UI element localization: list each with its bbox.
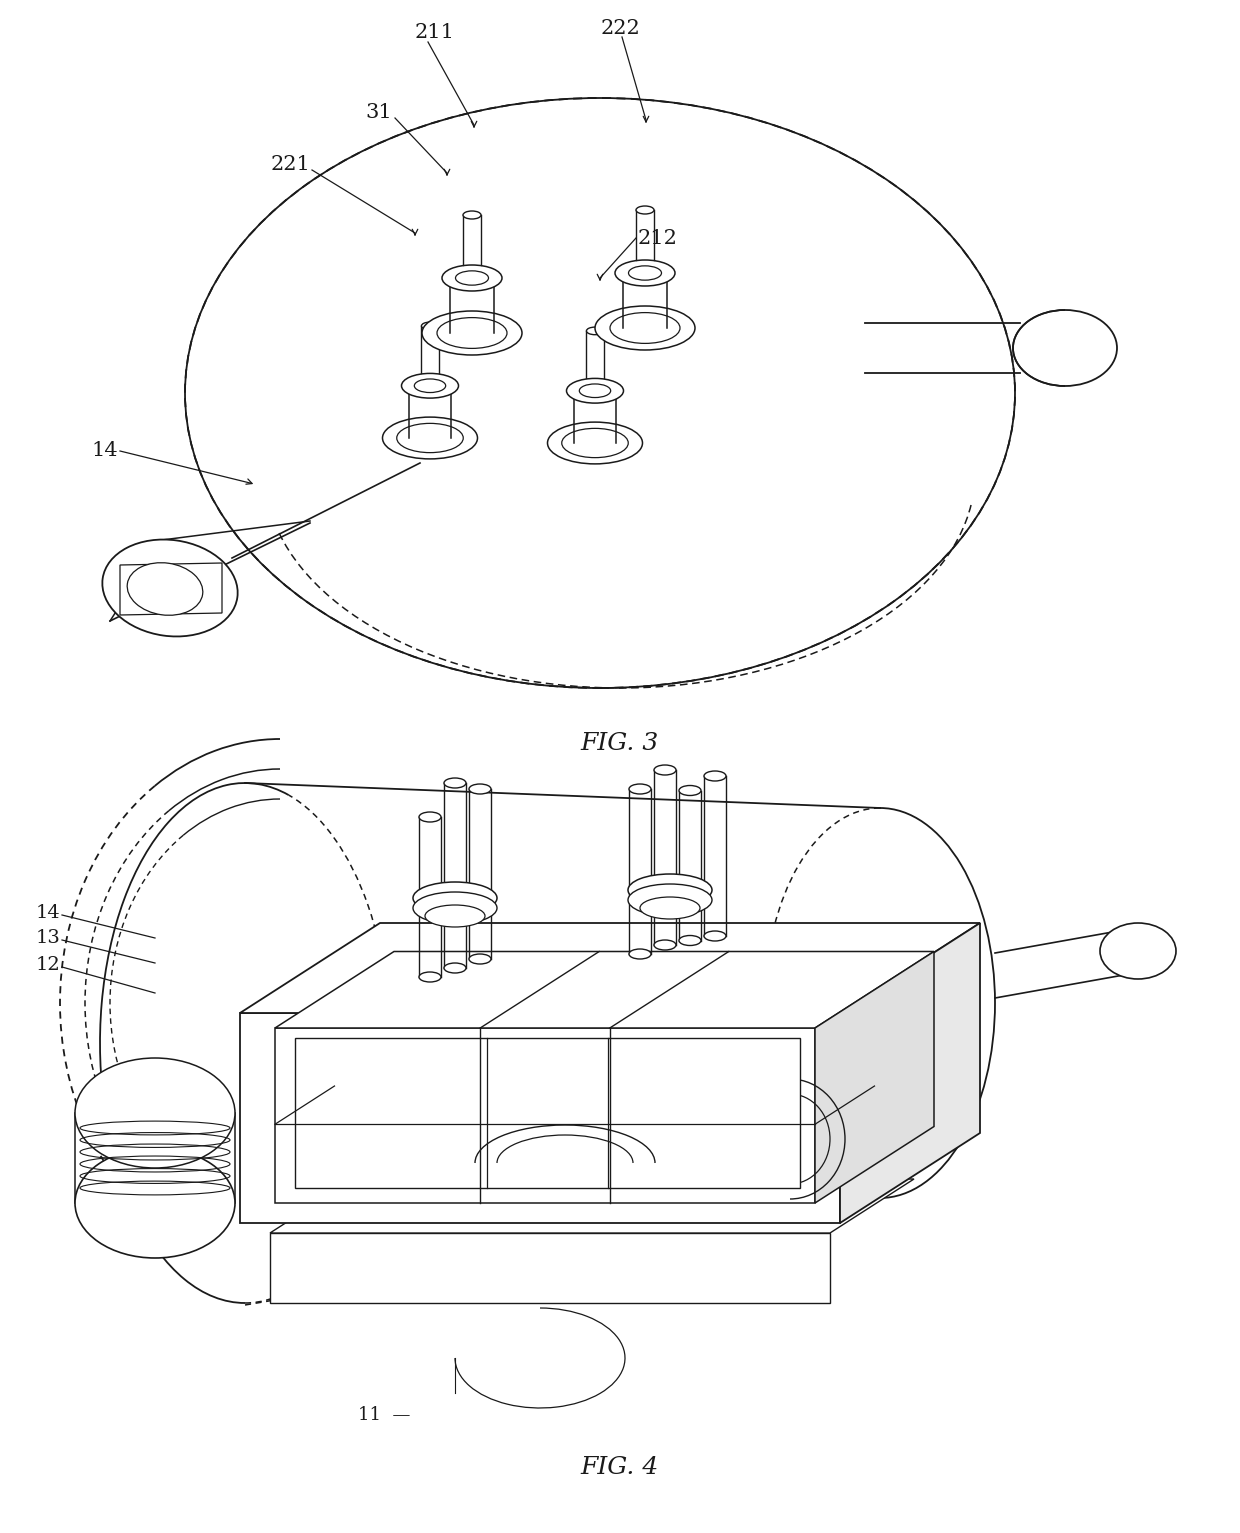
Ellipse shape	[548, 422, 642, 464]
Text: 212: 212	[639, 228, 678, 247]
Ellipse shape	[579, 383, 610, 397]
Polygon shape	[270, 1233, 830, 1303]
Text: 12: 12	[35, 957, 60, 973]
Ellipse shape	[653, 765, 676, 776]
Ellipse shape	[74, 1058, 236, 1168]
Ellipse shape	[627, 885, 712, 917]
Ellipse shape	[629, 783, 651, 794]
Ellipse shape	[463, 212, 481, 219]
Ellipse shape	[640, 897, 701, 918]
Ellipse shape	[1100, 923, 1176, 980]
Ellipse shape	[680, 785, 701, 796]
Text: 31: 31	[366, 104, 392, 123]
Ellipse shape	[436, 317, 507, 348]
Ellipse shape	[595, 307, 694, 350]
Text: FIG. 4: FIG. 4	[580, 1456, 660, 1479]
Ellipse shape	[587, 327, 604, 334]
Polygon shape	[275, 952, 934, 1029]
Ellipse shape	[629, 949, 651, 960]
Ellipse shape	[629, 265, 661, 281]
Ellipse shape	[128, 563, 203, 615]
Ellipse shape	[610, 313, 680, 343]
Text: 211: 211	[415, 23, 455, 43]
Ellipse shape	[615, 261, 675, 287]
Ellipse shape	[680, 935, 701, 946]
Text: 222: 222	[600, 18, 640, 37]
Polygon shape	[839, 923, 980, 1223]
Polygon shape	[241, 923, 980, 1013]
Text: FIG. 3: FIG. 3	[580, 731, 660, 754]
Ellipse shape	[414, 379, 445, 392]
Polygon shape	[295, 1038, 800, 1188]
Ellipse shape	[469, 783, 491, 794]
Ellipse shape	[1013, 310, 1117, 386]
Ellipse shape	[441, 265, 502, 291]
Ellipse shape	[422, 322, 439, 330]
Ellipse shape	[419, 812, 441, 822]
Ellipse shape	[704, 771, 725, 780]
Text: 11  —: 11 —	[357, 1406, 410, 1424]
Ellipse shape	[469, 954, 491, 964]
Ellipse shape	[413, 881, 497, 914]
Ellipse shape	[397, 423, 464, 452]
Polygon shape	[270, 1179, 914, 1233]
Polygon shape	[815, 952, 934, 1203]
Ellipse shape	[413, 892, 497, 924]
Ellipse shape	[627, 874, 712, 906]
Ellipse shape	[425, 904, 485, 927]
Ellipse shape	[455, 271, 489, 285]
Ellipse shape	[444, 963, 466, 973]
Polygon shape	[275, 1029, 815, 1203]
Text: 221: 221	[270, 155, 310, 175]
Text: 14: 14	[35, 904, 60, 921]
Ellipse shape	[382, 417, 477, 458]
Ellipse shape	[74, 1148, 236, 1259]
Ellipse shape	[185, 98, 1016, 688]
Ellipse shape	[567, 379, 624, 403]
Ellipse shape	[103, 540, 238, 636]
Ellipse shape	[653, 940, 676, 950]
Ellipse shape	[636, 205, 653, 215]
Ellipse shape	[444, 779, 466, 788]
Ellipse shape	[562, 428, 629, 458]
Polygon shape	[241, 1013, 839, 1223]
Ellipse shape	[402, 374, 459, 399]
Text: 13: 13	[35, 929, 60, 947]
Ellipse shape	[419, 972, 441, 983]
Text: 14: 14	[92, 442, 118, 460]
Ellipse shape	[422, 311, 522, 356]
Polygon shape	[120, 563, 222, 615]
Ellipse shape	[704, 931, 725, 941]
